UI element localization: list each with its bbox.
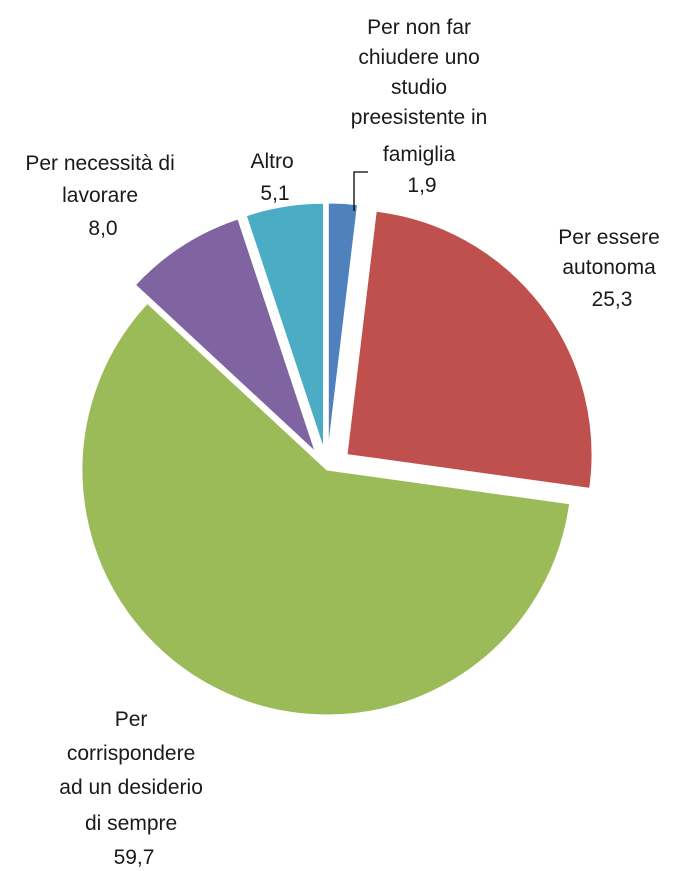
label-line: Per non far [367,16,471,39]
label-line: lavorare [62,184,138,207]
label-line: autonoma [562,256,656,279]
label-line: di sempre [85,812,177,835]
label-per-corrispondere: Per corrispondere ad un desiderio di sem… [59,708,208,869]
label-line: Per [115,708,148,731]
label-line: studio [391,76,447,99]
pie-slices [81,202,593,716]
label-line: famiglia [383,143,456,166]
pie-slice-3 [134,218,316,452]
label-line: Altro [250,150,293,173]
label-altro: Altro 5,1 [250,150,299,205]
value-label: 59,7 [114,846,155,869]
value-label: 1,9 [407,174,436,197]
label-line: Per essere [558,226,660,249]
value-label: 5,1 [260,182,289,205]
pie-slice-2 [81,302,571,716]
label-line: preesistente in [351,106,488,129]
pie-slice-4 [245,202,324,449]
label-line: chiudere uno [358,46,479,69]
leader-line [353,171,368,211]
label-per-essere-autonoma: Per essere autonoma 25,3 [558,226,665,311]
label-per-non-far-chiudere: Per non far chiudere uno studio preesist… [351,16,493,197]
label-line: Per necessità di [25,152,174,175]
label-line: corrispondere [67,742,195,765]
pie-slice-0 [327,202,359,449]
label-line: ad un desiderio [59,776,203,799]
value-label: 25,3 [592,288,633,311]
label-per-necessita-di-lavorare: Per necessità di lavorare 8,0 [25,152,180,240]
value-label: 8,0 [88,217,117,240]
pie-slice-1 [346,210,593,489]
